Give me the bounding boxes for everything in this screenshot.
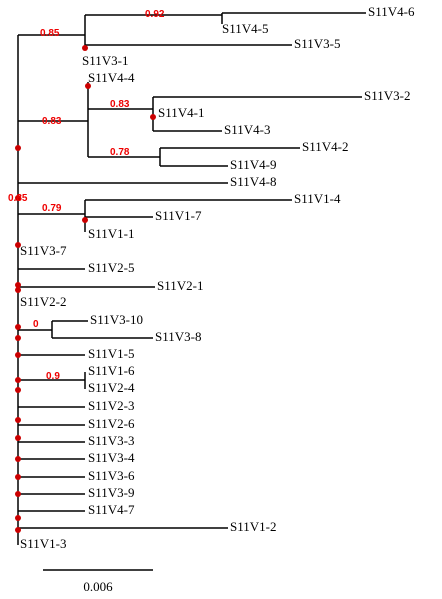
leaf-label: S11V1-1 — [88, 226, 134, 241]
leaf-label: S11V4-1 — [158, 105, 204, 120]
leaf-label: S11V1-5 — [88, 346, 134, 361]
leaf-label: S11V1-6 — [88, 363, 135, 378]
leaf-label: S11V3-4 — [88, 450, 135, 465]
leaf-label: S11V2-1 — [157, 278, 203, 293]
support-value: 0.92 — [145, 9, 165, 20]
leaf-label: S11V4-4 — [88, 70, 135, 85]
leaf-label: S11V3-10 — [90, 312, 143, 327]
leaf-label: S11V3-9 — [88, 485, 134, 500]
leaf-label: S11V4-9 — [230, 157, 276, 172]
leaf-label: S11V3-7 — [20, 243, 67, 258]
leaf-label: S11V1-3 — [20, 536, 66, 551]
support-value: 0.79 — [42, 203, 62, 214]
support-value: 0.9 — [46, 371, 60, 382]
support-value: 0.85 — [40, 28, 60, 39]
leaf-label: S11V4-6 — [368, 4, 415, 19]
leaf-label: S11V1-4 — [294, 191, 341, 206]
leaf-label: S11V2-6 — [88, 416, 135, 431]
leaf-label: S11V4-5 — [222, 21, 268, 36]
support-value: 0 — [33, 319, 39, 330]
leaf-label: S11V4-8 — [230, 174, 276, 189]
leaf-label: S11V3-6 — [88, 468, 135, 483]
support-value: 0.78 — [110, 147, 130, 158]
leaf-label: S11V2-3 — [88, 398, 134, 413]
scale-bar-label: 0.006 — [83, 579, 113, 594]
leaf-label: S11V3-2 — [364, 88, 410, 103]
leaf-label: S11V3-1 — [82, 53, 128, 68]
support-value: 0.85 — [8, 193, 28, 204]
leaf-label: S11V2-2 — [20, 294, 66, 309]
node-dots — [15, 45, 156, 533]
leaf-label: S11V4-7 — [88, 502, 135, 517]
leaf-label: S11V4-2 — [302, 139, 348, 154]
support-value: 0.83 — [42, 116, 62, 127]
leaf-label: S11V3-8 — [155, 329, 201, 344]
leaf-label: S11V2-5 — [88, 260, 134, 275]
leaf-label: S11V3-3 — [88, 433, 134, 448]
leaf-label: S11V1-2 — [230, 519, 276, 534]
support-value: 0.83 — [110, 99, 130, 110]
leaf-label: S11V1-7 — [155, 208, 202, 223]
leaf-label: S11V4-3 — [224, 122, 270, 137]
leaf-label: S11V3-5 — [294, 36, 340, 51]
leaf-label: S11V2-4 — [88, 380, 135, 395]
